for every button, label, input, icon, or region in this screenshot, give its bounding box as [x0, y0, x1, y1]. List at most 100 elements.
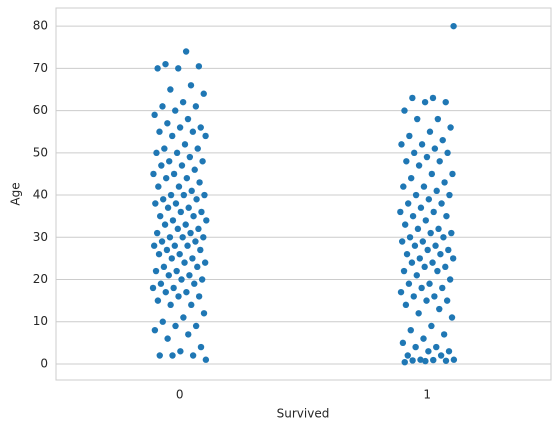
- point: [181, 141, 189, 148]
- point: [427, 229, 434, 237]
- point: [417, 356, 424, 363]
- point: [428, 170, 436, 178]
- point: [422, 217, 430, 224]
- point: [198, 276, 206, 283]
- point: [203, 217, 210, 224]
- y-tick-label: 60: [33, 103, 48, 117]
- point: [152, 267, 160, 275]
- point: [402, 301, 410, 309]
- point: [398, 141, 405, 148]
- point: [184, 115, 192, 123]
- point: [189, 255, 196, 262]
- point: [152, 200, 159, 207]
- point: [420, 183, 428, 190]
- point: [195, 225, 202, 233]
- point: [188, 301, 195, 309]
- point: [173, 267, 180, 275]
- point: [179, 234, 186, 241]
- point: [151, 111, 158, 119]
- point: [186, 272, 193, 279]
- point: [439, 284, 446, 292]
- point: [409, 357, 416, 364]
- point: [159, 318, 166, 325]
- point: [176, 250, 183, 258]
- point: [187, 82, 195, 89]
- point: [448, 314, 456, 321]
- point: [158, 238, 166, 245]
- point: [403, 250, 411, 258]
- point: [400, 183, 407, 190]
- point: [433, 343, 440, 351]
- point: [185, 204, 192, 211]
- y-tick-label: 20: [33, 272, 48, 286]
- point: [171, 242, 178, 249]
- point: [397, 208, 404, 216]
- point: [170, 284, 177, 292]
- point: [202, 356, 210, 363]
- point: [192, 103, 200, 110]
- point: [189, 352, 197, 359]
- y-tick-label: 50: [33, 145, 48, 159]
- point: [418, 284, 425, 292]
- point: [428, 322, 435, 330]
- point: [411, 149, 418, 157]
- point: [412, 343, 419, 351]
- point: [424, 246, 431, 254]
- point: [437, 352, 445, 359]
- x-tick-label: 1: [423, 388, 431, 402]
- point: [189, 128, 197, 135]
- point: [438, 200, 445, 207]
- point: [200, 234, 207, 241]
- point: [433, 187, 440, 195]
- point: [423, 153, 431, 161]
- point: [153, 229, 161, 237]
- point: [192, 322, 200, 330]
- point: [195, 63, 203, 70]
- point: [420, 335, 427, 342]
- point: [400, 267, 408, 275]
- point: [446, 276, 454, 283]
- point: [448, 229, 455, 237]
- point: [431, 145, 439, 152]
- point: [440, 234, 447, 241]
- point: [404, 200, 412, 207]
- point: [423, 297, 430, 304]
- point: [201, 259, 209, 266]
- y-tick-label: 80: [33, 19, 48, 33]
- point: [412, 191, 420, 199]
- point: [197, 246, 204, 254]
- point: [426, 280, 433, 287]
- point: [187, 229, 194, 237]
- point: [156, 128, 163, 135]
- point: [199, 158, 206, 165]
- point: [170, 170, 178, 178]
- point: [159, 103, 166, 110]
- point: [181, 259, 188, 266]
- point: [408, 259, 416, 266]
- point: [177, 348, 184, 355]
- point: [444, 149, 451, 157]
- point: [426, 128, 434, 135]
- point: [165, 272, 172, 279]
- point: [401, 221, 409, 228]
- y-tick-label: 40: [33, 188, 48, 202]
- point: [434, 267, 441, 275]
- y-tick-label: 10: [33, 314, 48, 328]
- point: [193, 196, 200, 203]
- point: [186, 153, 194, 161]
- point: [153, 149, 160, 157]
- point: [442, 98, 449, 106]
- point: [417, 204, 425, 211]
- point: [446, 191, 453, 199]
- point: [401, 358, 408, 366]
- point: [179, 98, 187, 106]
- point: [166, 158, 173, 165]
- point: [157, 280, 165, 287]
- point: [200, 90, 207, 97]
- point: [443, 212, 450, 220]
- point: [160, 263, 168, 271]
- point: [445, 246, 452, 254]
- point: [156, 212, 164, 220]
- point: [434, 115, 442, 123]
- point: [430, 356, 437, 364]
